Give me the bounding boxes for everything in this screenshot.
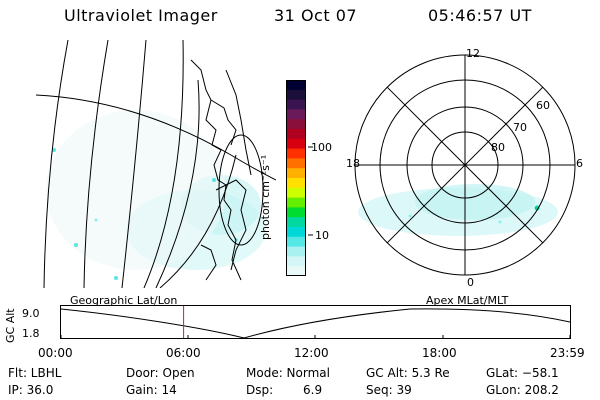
colorbar-unit-label: photon cm⁻²s⁻¹ bbox=[259, 154, 272, 240]
x-tick-12: 12:00 bbox=[294, 346, 329, 360]
colorbar-cell bbox=[286, 119, 306, 130]
colorbar-cell bbox=[286, 187, 306, 199]
colorbar-cell bbox=[286, 138, 306, 150]
apex-mlat-mlt-title: Apex MLat/MLT bbox=[426, 294, 509, 307]
time-label: 05:46:57 UT bbox=[428, 6, 532, 25]
x-tick-00: 00:00 bbox=[38, 346, 73, 360]
lat-label-60: 60 bbox=[536, 99, 550, 112]
glon-info: GLon: 208.2 bbox=[486, 383, 559, 397]
colorbar-cell bbox=[286, 99, 306, 110]
colorbar-tick-10: 10 bbox=[315, 229, 329, 242]
colorbar-cell bbox=[286, 217, 306, 228]
polar-plot bbox=[354, 54, 576, 276]
instrument-title: Ultraviolet Imager bbox=[64, 6, 218, 25]
flt-info: Flt: LBHL bbox=[8, 366, 62, 380]
ip-info: IP: 36.0 bbox=[8, 383, 54, 397]
seq-info: Seq: 39 bbox=[366, 383, 412, 397]
colorbar-cell bbox=[286, 256, 306, 267]
x-tick-06: 06:00 bbox=[166, 346, 201, 360]
mode-info: Mode: Normal bbox=[246, 366, 330, 380]
colorbar-cell bbox=[286, 168, 306, 179]
mlt-label-18: 18 bbox=[346, 157, 360, 170]
colorbar-cell bbox=[286, 207, 306, 218]
lat-label-80: 80 bbox=[491, 141, 505, 154]
geographic-map bbox=[36, 40, 276, 288]
altitude-plot bbox=[60, 305, 571, 339]
colorbar-cell bbox=[286, 227, 306, 238]
door-info: Door: Open bbox=[126, 366, 195, 380]
mlt-label-12: 12 bbox=[466, 47, 480, 60]
colorbar-tick-marks bbox=[308, 146, 313, 236]
colorbar-tick-100: 100 bbox=[311, 141, 332, 154]
date-label: 31 Oct 07 bbox=[274, 6, 358, 25]
mlt-label-6: 6 bbox=[576, 157, 583, 170]
graticule-line bbox=[36, 94, 232, 156]
colorbar-cell bbox=[286, 246, 306, 257]
dsp-info: Dsp: bbox=[246, 383, 274, 397]
colorbar-cell bbox=[286, 158, 306, 169]
glat-info: GLat: −58.1 bbox=[486, 366, 559, 380]
y-tick-1-8: 1.8 bbox=[22, 327, 40, 340]
mlt-label-0: 0 bbox=[467, 276, 474, 289]
gc-alt-info: GC Alt: 5.3 Re bbox=[366, 366, 450, 380]
y-tick-9: 9.0 bbox=[22, 307, 40, 320]
lat-label-70: 70 bbox=[513, 121, 527, 134]
colorbar-cell bbox=[286, 197, 306, 208]
colorbar-cell bbox=[286, 236, 306, 248]
x-tick-2359: 23:59 bbox=[550, 346, 585, 360]
gain-info: Gain: 14 bbox=[126, 383, 177, 397]
colorbar-cell bbox=[286, 266, 306, 276]
geo-latlon-title: Geographic Lat/Lon bbox=[70, 294, 178, 307]
colorbar-cell bbox=[286, 129, 306, 140]
colorbar bbox=[286, 80, 306, 276]
polar-aurora bbox=[358, 184, 558, 236]
colorbar-cell bbox=[286, 178, 306, 189]
colorbar-cell bbox=[286, 148, 306, 159]
dsp-value: 6.9 bbox=[303, 383, 323, 397]
colorbar-cell bbox=[286, 80, 306, 91]
colorbar-cell bbox=[286, 89, 306, 101]
altitude-curve bbox=[60, 308, 571, 339]
gc-alt-ylabel: GC Alt bbox=[4, 308, 17, 343]
x-tick-18: 18:00 bbox=[422, 346, 457, 360]
colorbar-cell bbox=[286, 109, 306, 120]
